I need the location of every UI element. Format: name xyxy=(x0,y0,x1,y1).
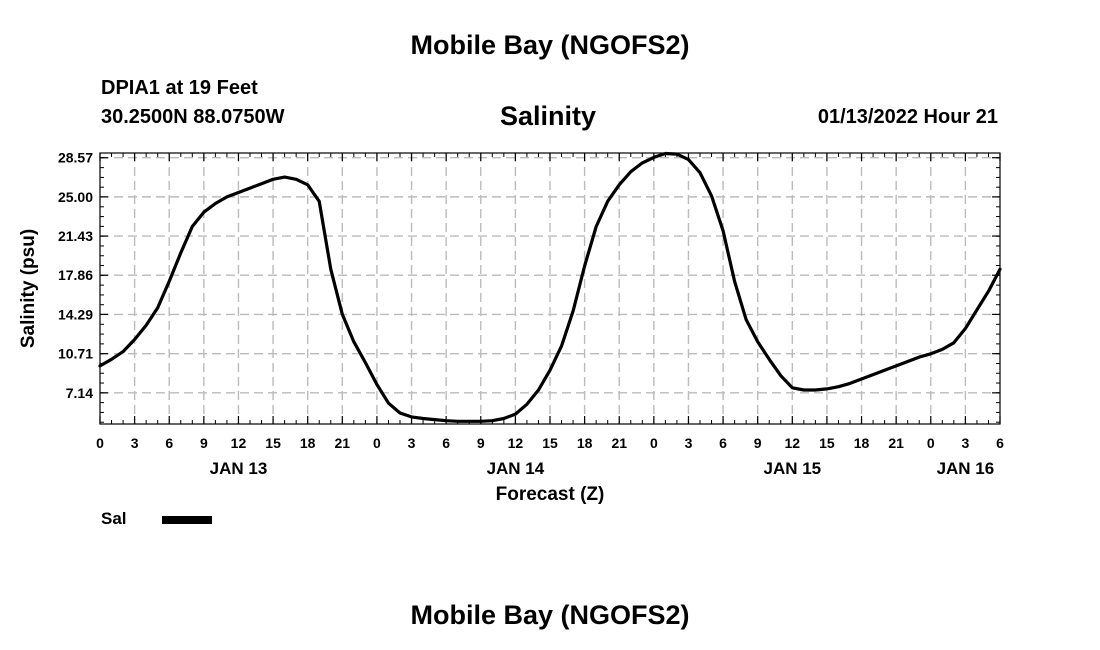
x-tick-label: 3 xyxy=(408,435,416,451)
x-tick-label: 18 xyxy=(854,435,870,451)
x-tick-label: 0 xyxy=(373,435,381,451)
y-tick-label: 17.86 xyxy=(58,267,93,283)
y-tick-label: 7.14 xyxy=(66,385,93,401)
y-axis: 7.14 10.71 14.29 17.86 21.43 25.00 28.57 xyxy=(58,150,1000,423)
date-labels: JAN 13 JAN 14 JAN 15 JAN 16 xyxy=(210,459,995,478)
y-tick-label: 28.57 xyxy=(58,150,93,166)
x-tick-label: 6 xyxy=(165,435,173,451)
x-tick-label: 9 xyxy=(754,435,762,451)
chart-title: Salinity xyxy=(500,101,597,131)
page-title: Mobile Bay (NGOFS2) xyxy=(410,30,690,60)
x-tick-label: 15 xyxy=(819,435,835,451)
y-tick-label: 14.29 xyxy=(58,306,93,322)
x-tick-label: 0 xyxy=(927,435,935,451)
date-label: JAN 15 xyxy=(763,459,821,478)
x-tick-label: 6 xyxy=(996,435,1004,451)
x-tick-label: 21 xyxy=(888,435,904,451)
date-label: JAN 14 xyxy=(487,459,545,478)
x-tick-label: 3 xyxy=(131,435,139,451)
legend-swatch xyxy=(162,516,212,524)
x-axis-label: Forecast (Z) xyxy=(496,484,605,505)
coordinates-label: 30.2500N 88.0750W xyxy=(101,106,285,128)
chart-grid xyxy=(100,153,1000,424)
station-label: DPIA1 at 19 Feet xyxy=(101,77,258,99)
x-tick-label: 3 xyxy=(685,435,693,451)
x-tick-label: 12 xyxy=(785,435,801,451)
x-tick-label: 12 xyxy=(508,435,524,451)
x-tick-label: 15 xyxy=(265,435,281,451)
x-tick-label: 18 xyxy=(300,435,316,451)
x-tick-label: 9 xyxy=(200,435,208,451)
x-tick-label: 0 xyxy=(96,435,104,451)
x-tick-label: 12 xyxy=(231,435,247,451)
y-axis-label: Salinity (psu) xyxy=(18,229,39,348)
x-tick-label: 9 xyxy=(477,435,485,451)
x-tick-label: 3 xyxy=(961,435,969,451)
footer-title: Mobile Bay (NGOFS2) xyxy=(410,600,690,630)
x-tick-label: 0 xyxy=(650,435,658,451)
forecast-datetime: 01/13/2022 Hour 21 xyxy=(817,106,998,128)
x-tick-label: 21 xyxy=(611,435,627,451)
series-line-sal xyxy=(98,151,1002,423)
x-tick-label: 15 xyxy=(542,435,558,451)
y-tick-label: 21.43 xyxy=(58,228,93,244)
x-tick-label: 6 xyxy=(442,435,450,451)
x-axis: 0 3 6 9 12 15 18 21 0 3 6 9 12 15 18 21 0 3 6 9 12 15 18 21 0 3 6 xyxy=(96,153,1004,451)
date-label: JAN 16 xyxy=(937,459,995,478)
y-tick-label: 25.00 xyxy=(58,189,93,205)
x-tick-label: 6 xyxy=(719,435,727,451)
x-tick-label: 18 xyxy=(577,435,593,451)
legend-label: Sal xyxy=(101,509,127,528)
date-label: JAN 13 xyxy=(210,459,268,478)
y-tick-label: 10.71 xyxy=(58,346,93,362)
x-tick-label: 21 xyxy=(335,435,351,451)
